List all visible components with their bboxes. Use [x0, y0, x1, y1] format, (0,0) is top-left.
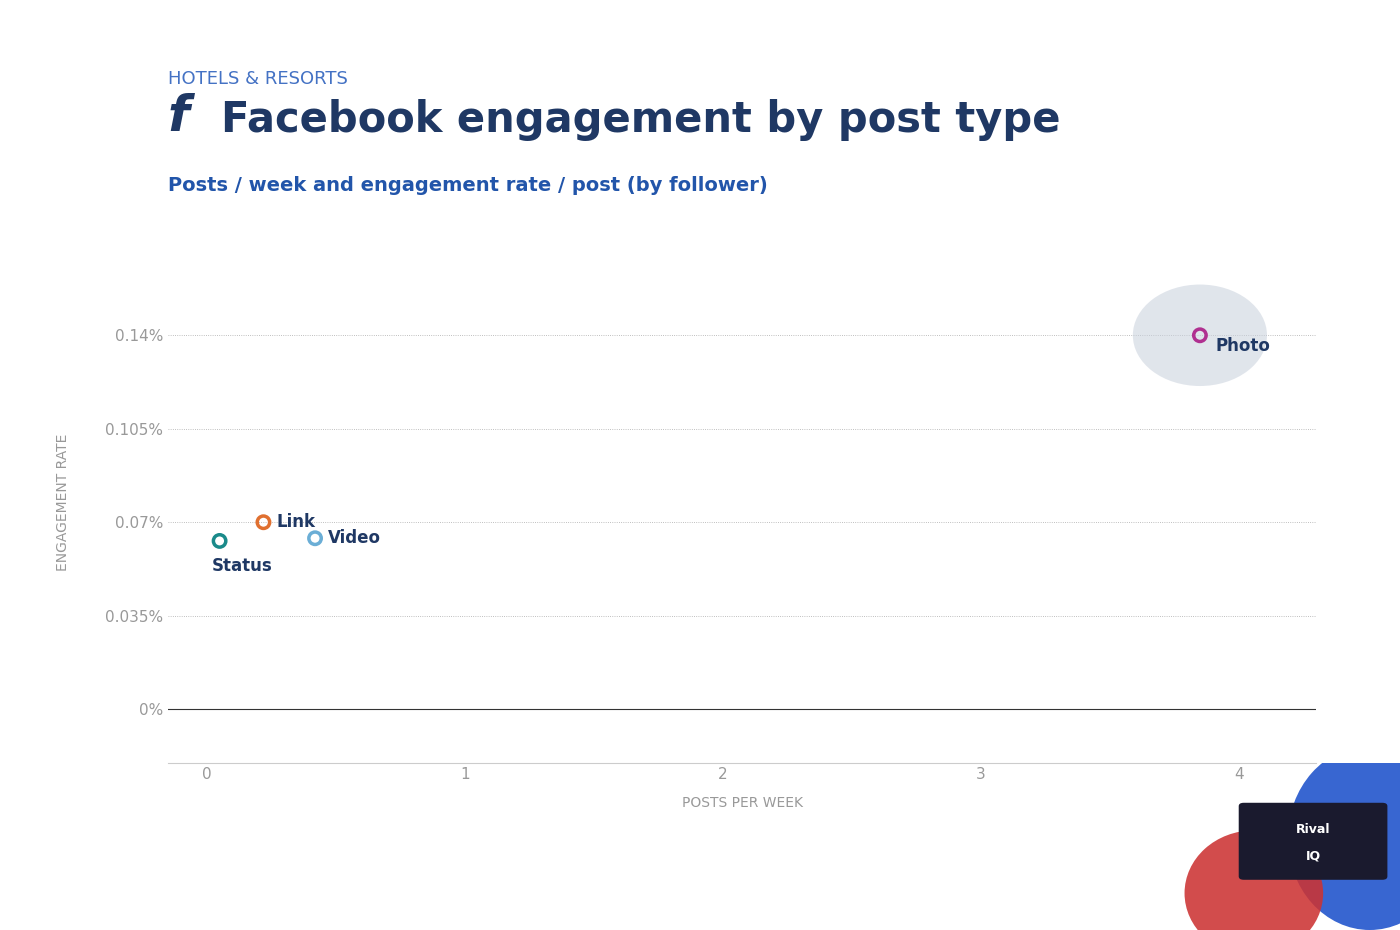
Ellipse shape [1133, 285, 1267, 386]
Ellipse shape [1288, 746, 1400, 930]
Text: Rival: Rival [1296, 823, 1330, 836]
Y-axis label: ENGAGEMENT RATE: ENGAGEMENT RATE [56, 433, 70, 571]
Text: Status: Status [211, 557, 273, 576]
Text: Photo: Photo [1215, 337, 1270, 355]
Ellipse shape [1184, 830, 1323, 930]
Point [304, 531, 326, 546]
X-axis label: POSTS PER WEEK: POSTS PER WEEK [682, 796, 802, 810]
Text: Posts / week and engagement rate / post (by follower): Posts / week and engagement rate / post … [168, 177, 767, 195]
Text: HOTELS & RESORTS: HOTELS & RESORTS [168, 71, 347, 88]
Text: IQ: IQ [1305, 850, 1320, 863]
Text: Video: Video [328, 529, 381, 547]
Text: Link: Link [276, 513, 315, 531]
Point [209, 534, 231, 549]
Text: f: f [168, 93, 190, 141]
Text: Facebook engagement by post type: Facebook engagement by post type [221, 100, 1061, 141]
Point [252, 515, 274, 530]
Point [1189, 328, 1211, 343]
FancyBboxPatch shape [1239, 803, 1387, 880]
